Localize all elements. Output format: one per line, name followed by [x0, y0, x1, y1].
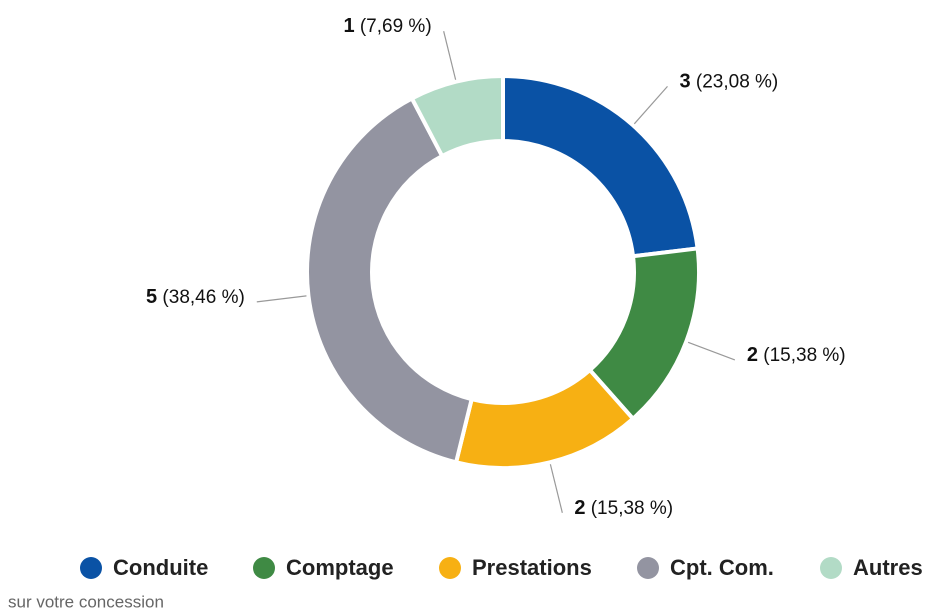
legend-label: Cpt. Com.: [670, 555, 774, 580]
legend-label: Prestations: [472, 555, 592, 580]
slice-percentage: (23,08 %): [696, 71, 778, 92]
slice-percentage: (15,38 %): [591, 498, 673, 519]
donut-slice: [409, 73, 505, 159]
slice-value: 2: [747, 344, 758, 366]
slice-label: 2 (15,38 %): [747, 344, 846, 366]
legend-marker: [820, 557, 842, 579]
legend-label: Conduite: [113, 555, 208, 580]
leader-line: [256, 295, 307, 303]
leader-line: [633, 85, 668, 125]
slice-label: 3 (23,08 %): [679, 71, 778, 93]
legend-marker: [80, 557, 102, 579]
donut-slice: [501, 73, 700, 259]
slice-label: 1 (7,69 %): [343, 15, 431, 37]
slice-label: 2 (15,38 %): [574, 497, 673, 519]
slice-percentage: (7,69 %): [360, 16, 432, 37]
footnote: sur votre concession: [8, 592, 164, 611]
slice-value: 5: [146, 286, 157, 308]
slice-percentage: (38,46 %): [162, 287, 244, 308]
legend-marker: [637, 557, 659, 579]
legend-label: Autres: [853, 555, 923, 580]
donut-slice: [305, 95, 475, 465]
legend-marker: [439, 557, 461, 579]
slice-value: 1: [343, 15, 354, 37]
slice-value: 2: [574, 497, 585, 519]
slice-percentage: (15,38 %): [763, 345, 845, 366]
slice-value: 3: [679, 71, 690, 93]
slice-label: 5 (38,46 %): [146, 286, 245, 308]
leader-line: [443, 31, 457, 80]
leader-line: [687, 341, 736, 361]
leader-line: [549, 464, 563, 513]
legend-marker: [253, 557, 275, 579]
legend-label: Comptage: [286, 555, 394, 580]
